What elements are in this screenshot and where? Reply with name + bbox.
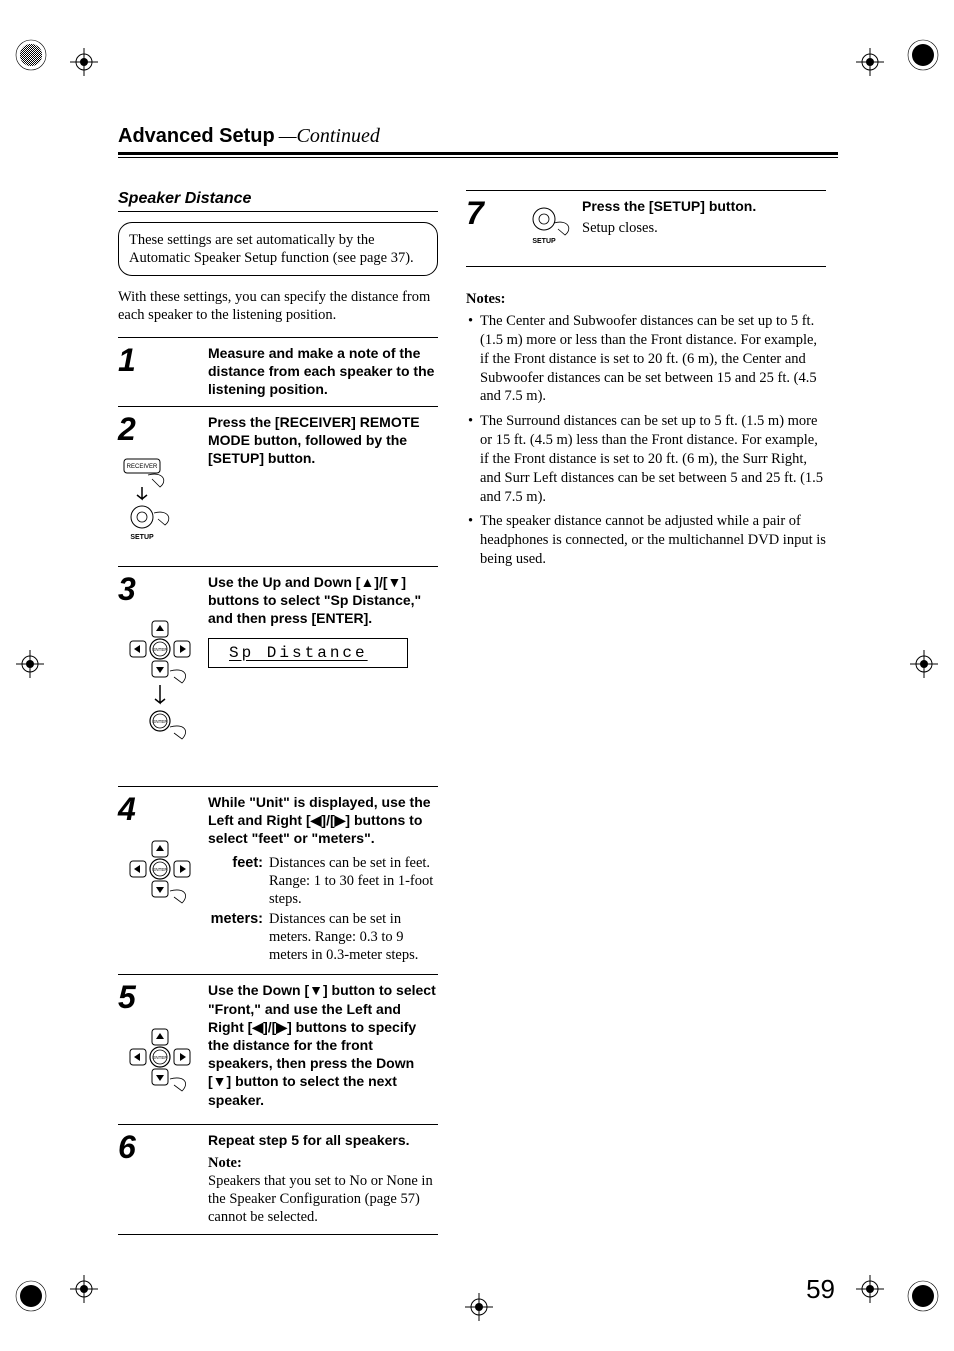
step-7-text: Setup closes.	[582, 219, 826, 237]
crosshair-icon	[856, 48, 884, 76]
right-column: 7 SETUP Press the [SETUP] button. Setup …	[466, 190, 826, 1235]
crosshair-icon	[910, 650, 938, 678]
page-header-title: Advanced Setup	[118, 125, 275, 148]
receiver-button-icon: RECEIVER SETUP	[118, 453, 178, 553]
step-number: 2	[118, 413, 204, 445]
def-meters-text: Distances can be set in meters. Range: 0…	[269, 910, 438, 964]
step-3-instruction: Use the Up and Down [▲]/[▼] buttons to s…	[208, 573, 438, 628]
step-number: 4	[118, 793, 204, 825]
step-1: 1 Measure and make a note of the distanc…	[118, 337, 438, 407]
crosshair-icon	[16, 650, 44, 678]
dpad-lr-icon: ENTER	[118, 833, 204, 923]
registration-mark-icon	[906, 1279, 940, 1313]
setup-button-icon: SETUP	[524, 197, 574, 253]
page-header-continued: —Continued	[279, 125, 380, 148]
def-feet-label: feet:	[208, 854, 263, 908]
registration-mark-icon	[906, 38, 940, 72]
header-rule-thin	[118, 157, 838, 158]
step-1-instruction: Measure and make a note of the distance …	[208, 344, 438, 399]
crosshair-icon	[70, 1275, 98, 1303]
enter-label: ENTER	[152, 719, 168, 724]
setup-label: SETUP	[532, 238, 556, 245]
auto-settings-note: These settings are set automatically by …	[118, 222, 438, 276]
step-4: 4 ENTER While "Unit" is displayed, use t…	[118, 786, 438, 974]
step-5: 5 ENTER Use the Down [▼] button to selec…	[118, 974, 438, 1124]
step-2: 2 RECEIVER SETUP Press the [RECEIVER] RE…	[118, 406, 438, 566]
step-7: 7 SETUP Press the [SETUP] button. Setup …	[466, 190, 826, 267]
step-6: 6 Repeat step 5 for all speakers. Note: …	[118, 1124, 438, 1235]
step-2-instruction: Press the [RECEIVER] REMOTE MODE button,…	[208, 413, 438, 468]
crosshair-icon	[465, 1293, 493, 1321]
dpad-enter-icon: ENTER ENTER	[118, 613, 204, 773]
crosshair-icon	[856, 1275, 884, 1303]
step-number: 3	[118, 573, 204, 605]
registration-mark-icon	[14, 1279, 48, 1313]
notes-heading: Notes:	[466, 291, 826, 308]
step-6-instruction: Repeat step 5 for all speakers.	[208, 1131, 438, 1149]
setup-label: SETUP	[130, 534, 154, 541]
subhead-speaker-distance: Speaker Distance	[118, 190, 438, 208]
dpad-icon: ENTER	[118, 1021, 204, 1111]
subhead-rule	[118, 211, 438, 212]
crosshair-icon	[70, 48, 98, 76]
enter-label: ENTER	[152, 647, 168, 652]
registration-mark-icon	[14, 38, 48, 72]
step-6-note-text: Speakers that you set to No or None in t…	[208, 1172, 438, 1226]
step-5-instruction: Use the Down [▼] button to select "Front…	[208, 981, 438, 1108]
notes-list: The Center and Subwoofer distances can b…	[466, 312, 826, 569]
receiver-label: RECEIVER	[127, 464, 158, 470]
step-number: 6	[118, 1131, 204, 1163]
intro-text: With these settings, you can specify the…	[118, 288, 438, 324]
step-number: 1	[118, 344, 204, 376]
lcd-display: Sp Distance	[208, 638, 408, 668]
note-item: The speaker distance cannot be adjusted …	[466, 512, 826, 569]
def-meters-label: meters:	[208, 910, 263, 964]
enter-label: ENTER	[152, 867, 168, 872]
left-column: Speaker Distance These settings are set …	[118, 190, 438, 1235]
step-number: 5	[118, 981, 204, 1013]
page-number: 59	[806, 1274, 835, 1305]
step-7-instruction: Press the [SETUP] button.	[582, 197, 826, 215]
header-rule	[118, 152, 838, 155]
enter-label: ENTER	[152, 1055, 168, 1060]
note-item: The Center and Subwoofer distances can b…	[466, 312, 826, 406]
step-4-instruction: While "Unit" is displayed, use the Left …	[208, 793, 438, 848]
step-6-note-label: Note:	[208, 1154, 438, 1172]
note-item: The Surround distances can be set up to …	[466, 412, 826, 506]
def-feet-text: Distances can be set in feet. Range: 1 t…	[269, 854, 438, 908]
lcd-text: Sp Distance	[229, 643, 368, 663]
step-number: 7	[466, 197, 520, 229]
step-3: 3 ENTER ENTER	[118, 566, 438, 786]
